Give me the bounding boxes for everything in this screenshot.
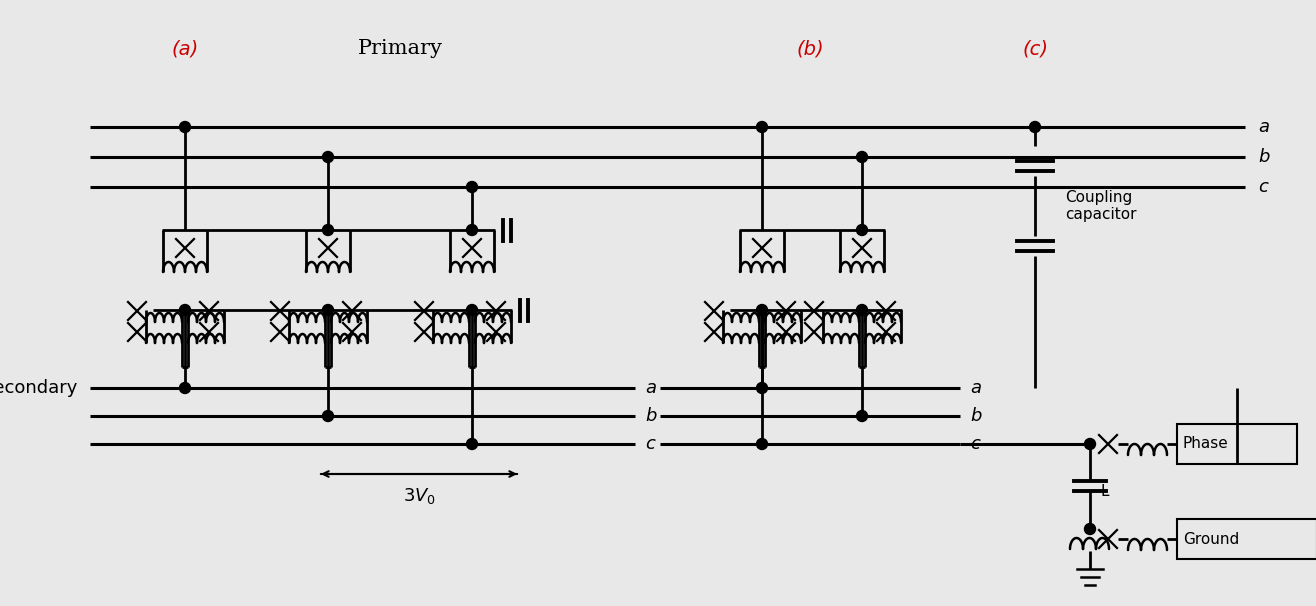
Circle shape xyxy=(322,224,333,236)
Circle shape xyxy=(322,304,333,316)
Text: (a): (a) xyxy=(171,39,199,59)
Circle shape xyxy=(857,304,867,316)
Text: a: a xyxy=(970,379,980,397)
Circle shape xyxy=(1084,439,1095,450)
Text: L: L xyxy=(1100,484,1108,499)
Circle shape xyxy=(466,224,478,236)
Text: Coupling
capacitor: Coupling capacitor xyxy=(1065,190,1137,222)
Text: a: a xyxy=(645,379,655,397)
Circle shape xyxy=(179,382,191,393)
Circle shape xyxy=(857,152,867,162)
Circle shape xyxy=(757,382,767,393)
Text: $3V_0$: $3V_0$ xyxy=(403,486,436,506)
Text: Secondary: Secondary xyxy=(0,379,78,397)
Text: b: b xyxy=(1258,148,1270,166)
Text: (c): (c) xyxy=(1023,39,1048,59)
Text: a: a xyxy=(1258,118,1269,136)
Circle shape xyxy=(466,182,478,193)
Circle shape xyxy=(1084,524,1095,534)
Circle shape xyxy=(1029,121,1041,133)
Circle shape xyxy=(322,152,333,162)
Circle shape xyxy=(757,121,767,133)
Circle shape xyxy=(857,410,867,422)
Text: Phase: Phase xyxy=(1183,436,1229,451)
Circle shape xyxy=(757,304,767,316)
Circle shape xyxy=(179,304,191,316)
Circle shape xyxy=(466,439,478,450)
Circle shape xyxy=(322,410,333,422)
Text: Ground: Ground xyxy=(1183,531,1240,547)
Text: b: b xyxy=(645,407,657,425)
Text: c: c xyxy=(1258,178,1267,196)
Text: (b): (b) xyxy=(796,39,824,59)
Text: Primary: Primary xyxy=(358,39,442,59)
Circle shape xyxy=(179,121,191,133)
Text: c: c xyxy=(970,435,980,453)
Circle shape xyxy=(757,439,767,450)
Circle shape xyxy=(857,224,867,236)
Text: c: c xyxy=(645,435,655,453)
Text: b: b xyxy=(970,407,982,425)
Circle shape xyxy=(466,304,478,316)
